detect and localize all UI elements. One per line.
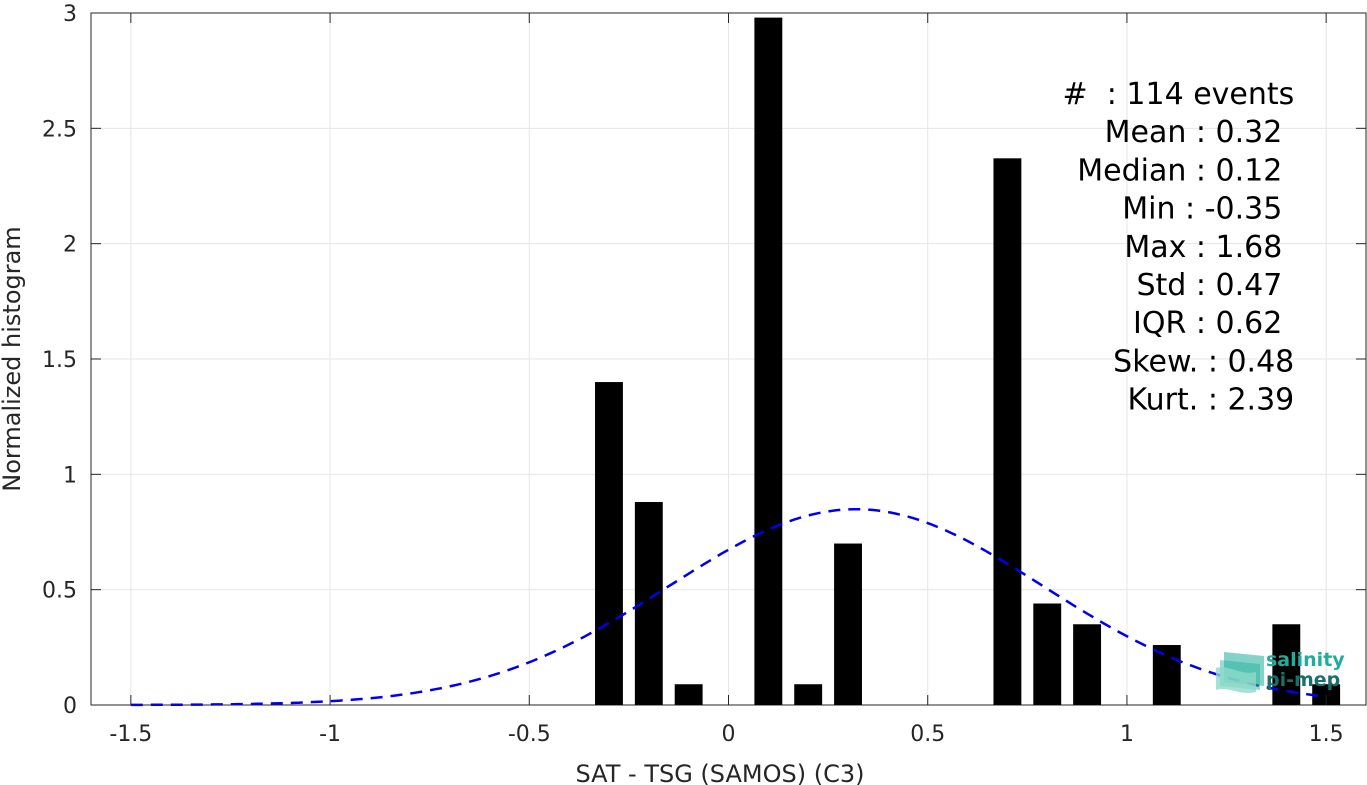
stat-line: Median : 0.12	[1077, 153, 1282, 188]
y-tick-label: 2	[63, 233, 77, 258]
x-tick-labels: -1.5 -1 -0.5 0 0.5 1 1.5	[109, 722, 1343, 747]
histogram-bar	[595, 382, 623, 705]
x-tick-label: 0	[722, 722, 736, 747]
histogram-bars	[595, 17, 1341, 705]
logo-text-salinity: salinity	[1266, 649, 1345, 671]
y-axis-label: Normalized histogram	[0, 226, 26, 491]
logo-waves-icon	[1216, 652, 1264, 693]
y-tick-label: 0.5	[42, 579, 77, 604]
stat-line: Std : 0.47	[1137, 268, 1283, 303]
y-tick-label: 1	[63, 463, 77, 488]
histogram-bar	[754, 17, 783, 705]
y-tick-label: 2.5	[42, 117, 77, 142]
stat-line: # : 114 events	[1063, 77, 1295, 112]
stat-line: Min : -0.35	[1122, 192, 1282, 227]
histogram-bar	[1033, 603, 1062, 705]
y-tick-label: 0	[63, 694, 77, 719]
histogram-bar	[794, 684, 823, 705]
normal-fit-curve	[130, 507, 1327, 707]
stat-line: Mean : 0.32	[1105, 115, 1283, 150]
stat-line: Kurt. : 2.39	[1127, 383, 1294, 418]
y-tick-label: 3	[63, 2, 77, 27]
x-tick-label: -1	[319, 722, 341, 747]
histogram-bar	[1073, 624, 1102, 705]
y-tick-labels: 0 0.5 1 1.5 2 2.5 3	[42, 2, 77, 719]
salinity-pimep-logo: salinity pi-mep	[1216, 649, 1345, 693]
stat-line: Skew. : 0.48	[1113, 344, 1294, 379]
x-tick-label: 1	[1120, 722, 1134, 747]
histogram-bar	[834, 543, 862, 705]
histogram-bar	[674, 684, 703, 705]
x-tick-label: 1.5	[1309, 722, 1344, 747]
axis-ticks	[91, 12, 1366, 706]
y-tick-label: 1.5	[42, 348, 77, 373]
logo-text-pimep: pi-mep	[1266, 669, 1340, 691]
histogram-bar	[1152, 645, 1181, 705]
x-tick-label: 0.5	[910, 722, 945, 747]
stat-line: Max : 1.68	[1124, 230, 1282, 265]
histogram-bar	[1312, 684, 1341, 705]
x-tick-label: -1.5	[109, 722, 152, 747]
x-axis-label: SAT - TSG (SAMOS) (C3)	[576, 760, 865, 785]
x-tick-label: -0.5	[508, 722, 551, 747]
histogram-bar	[993, 158, 1022, 705]
stat-line: IQR : 0.62	[1133, 306, 1282, 341]
